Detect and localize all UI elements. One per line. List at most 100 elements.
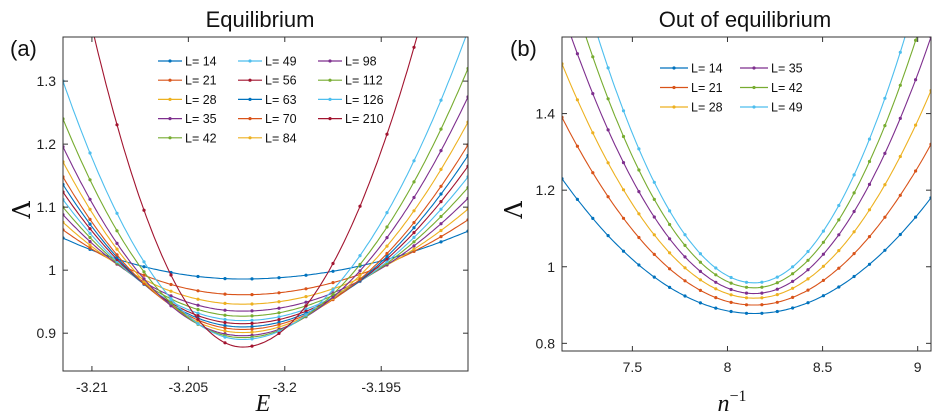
series-point-a-12 <box>88 178 92 182</box>
series-point-a-10 <box>358 273 362 277</box>
series-point-b-5 <box>668 222 672 227</box>
series-point-a-13 <box>412 159 416 163</box>
series-point-a-6 <box>412 235 416 239</box>
series-point-a-2 <box>88 246 92 250</box>
x-axis-label-b-base: n <box>717 391 729 416</box>
series-point-b-2 <box>852 252 856 256</box>
series-point-a-10 <box>439 167 443 171</box>
series-point-b-5 <box>883 124 887 128</box>
series-point-a-9 <box>358 277 362 281</box>
series-point-b-1 <box>683 294 687 298</box>
legend-marker-b-5 <box>752 85 756 90</box>
series-line-a-10 <box>63 121 468 334</box>
series-point-a-12 <box>358 262 362 267</box>
series-point-a-4 <box>169 294 173 298</box>
series-point-b-4 <box>591 92 595 96</box>
series-point-a-10 <box>385 244 389 248</box>
series-point-b-5 <box>714 273 718 277</box>
series-point-b-4 <box>760 291 764 295</box>
series-line-a-5 <box>63 187 468 317</box>
series-point-a-9 <box>115 253 119 257</box>
legend-label-a-11: L= 98 <box>345 55 377 69</box>
series-point-b-5 <box>621 134 626 139</box>
series-point-a-14 <box>385 132 389 136</box>
series-point-a-3 <box>88 243 92 247</box>
series-point-b-3 <box>821 264 826 268</box>
series-point-b-3 <box>683 266 687 270</box>
panel-out-of-equilibrium: (b) Out of equilibrium n−1 Λ 7.5 8 8.5 9 0.8… <box>500 7 932 416</box>
series-point-b-2 <box>575 144 580 148</box>
x-tick-label-a: -3.21 <box>76 379 108 395</box>
series-point-b-2 <box>621 216 626 220</box>
series-point-a-11 <box>358 269 362 273</box>
series-point-a-10 <box>277 325 281 329</box>
series-point-b-5 <box>791 272 795 276</box>
series-point-b-6 <box>867 137 872 141</box>
series-point-b-1 <box>591 216 595 220</box>
series-point-b-6 <box>760 280 764 284</box>
series-point-a-14 <box>358 204 362 208</box>
series-point-b-1 <box>652 275 656 279</box>
series-group-a <box>63 17 468 348</box>
series-point-a-12 <box>169 301 173 305</box>
y-tick-label-a: 1.1 <box>37 199 57 215</box>
y-axis-label-a: Λ <box>8 201 36 220</box>
series-point-b-3 <box>806 277 810 281</box>
series-point-a-14 <box>412 45 416 49</box>
series-point-a-2 <box>169 282 173 287</box>
series-point-a-5 <box>196 307 200 312</box>
series-point-b-1 <box>637 263 641 267</box>
series-point-a-11 <box>412 195 416 200</box>
series-line-a-7 <box>63 165 468 325</box>
series-point-a-9 <box>88 217 92 221</box>
x-tick-label-a: -3.195 <box>361 379 401 395</box>
legend-label-b-6: L= 49 <box>771 101 803 115</box>
series-point-a-10 <box>223 329 227 333</box>
series-point-b-2 <box>806 288 810 292</box>
series-point-b-1 <box>867 262 872 266</box>
series-point-b-3 <box>883 183 887 187</box>
x-tick-label-b: 8 <box>724 359 732 375</box>
series-point-a-7 <box>196 314 200 318</box>
series-point-b-4 <box>575 52 580 56</box>
series-point-b-3 <box>837 249 841 253</box>
series-point-a-1 <box>331 269 335 273</box>
y-tick-label-b: 0.8 <box>536 335 556 351</box>
series-point-a-14 <box>142 208 146 212</box>
legend-marker-a-3 <box>168 97 172 101</box>
series-point-a-7 <box>223 320 227 325</box>
series-point-a-4 <box>304 300 308 304</box>
series-point-b-5 <box>821 240 826 244</box>
series-point-b-1 <box>806 301 810 305</box>
series-point-a-14 <box>88 17 91 20</box>
series-point-a-1 <box>223 277 227 281</box>
series-point-a-13 <box>304 313 308 317</box>
series-point-b-3 <box>621 188 626 192</box>
series-point-a-2 <box>439 235 443 239</box>
x-tick-label-b: 7.5 <box>623 359 643 375</box>
series-point-a-13 <box>250 337 254 341</box>
series-point-a-4 <box>223 308 227 312</box>
series-point-b-3 <box>744 296 749 300</box>
x-axis-label-a: E <box>255 391 271 416</box>
series-line-b-2 <box>562 117 931 306</box>
series-point-b-2 <box>652 252 656 256</box>
legend-marker-a-1 <box>168 59 172 63</box>
series-point-a-5 <box>223 313 227 317</box>
series-point-b-4 <box>652 215 656 219</box>
y-tick-label-b: 1.4 <box>536 106 556 122</box>
chart-title-b: Out of equilibrium <box>659 7 831 32</box>
legend-marker-a-2 <box>168 78 172 82</box>
series-point-a-10 <box>250 330 254 334</box>
series-line-a-11 <box>63 96 468 337</box>
series-point-a-4 <box>196 303 200 307</box>
series-point-a-6 <box>88 231 92 235</box>
series-point-b-4 <box>821 252 826 256</box>
legend-marker-b-1 <box>672 66 676 70</box>
series-point-b-6 <box>806 249 810 254</box>
series-point-a-14 <box>115 123 119 127</box>
series-point-b-6 <box>637 147 641 151</box>
series-point-a-12 <box>412 180 416 184</box>
series-point-b-3 <box>760 296 764 300</box>
series-point-a-2 <box>412 249 416 253</box>
